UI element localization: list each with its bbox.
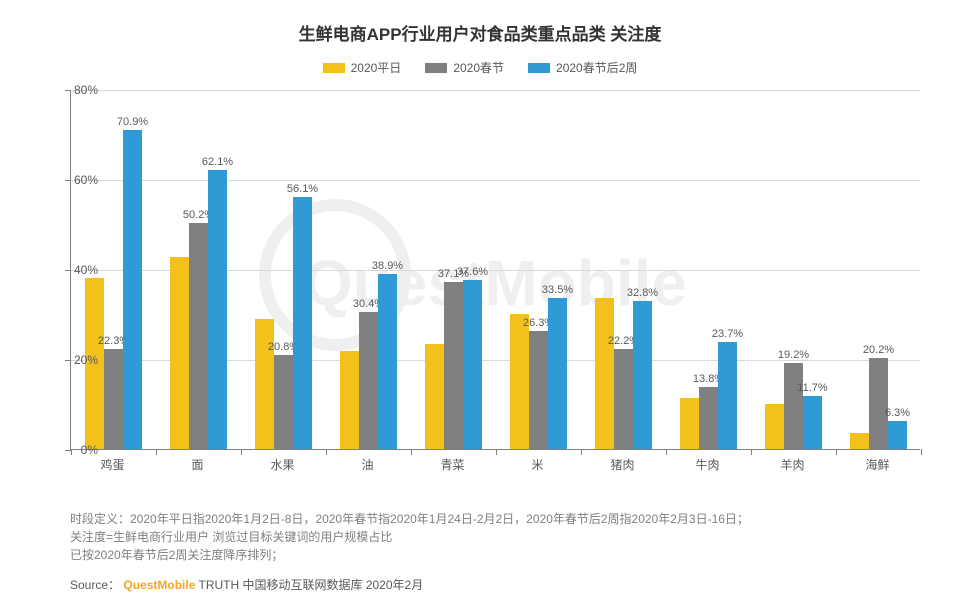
legend-swatch <box>528 63 550 73</box>
x-tick-mark <box>156 449 157 455</box>
source-prefix: Source： <box>70 578 120 592</box>
bar-value-label: 62.1% <box>202 156 233 170</box>
y-tick-label: 0% <box>48 443 98 457</box>
bar: 38.9% <box>378 274 397 449</box>
legend-item: 2020春节 <box>425 59 504 76</box>
bar-group: 50.2%62.1% <box>170 170 227 449</box>
legend-item: 2020春节后2周 <box>528 59 637 76</box>
x-axis-label: 青菜 <box>410 456 495 473</box>
legend-label: 2020平日 <box>351 59 402 76</box>
x-axis-label: 水果 <box>240 456 325 473</box>
bar: 20.8% <box>274 355 293 449</box>
bar-group: 22.2%32.8% <box>595 298 652 449</box>
bar <box>850 433 869 449</box>
bar-group: 30.4%38.9% <box>340 274 397 449</box>
y-tick-label: 60% <box>48 173 98 187</box>
bar <box>765 404 784 449</box>
bar: 37.1% <box>444 282 463 449</box>
legend: 2020平日 2020春节 2020春节后2周 <box>0 59 960 76</box>
bar-value-label: 20.2% <box>863 344 894 358</box>
bar: 22.3% <box>104 349 123 449</box>
bar-value-label: 32.8% <box>627 287 658 301</box>
chart-title: 生鲜电商APP行业用户对食品类重点品类 关注度 <box>0 0 960 45</box>
x-tick-mark <box>241 449 242 455</box>
bar: 23.7% <box>718 342 737 449</box>
bar-group: 37.1%37.6% <box>425 280 482 449</box>
bar-value-label: 56.1% <box>287 183 318 197</box>
x-tick-mark <box>921 449 922 455</box>
bar: 33.5% <box>548 298 567 449</box>
legend-label: 2020春节 <box>453 59 504 76</box>
bar-value-label: 23.7% <box>712 328 743 342</box>
bar-group: 20.2%6.3% <box>850 358 907 449</box>
y-tick-label: 80% <box>48 83 98 97</box>
x-axis-label: 鸡蛋 <box>70 456 155 473</box>
bar-value-label: 19.2% <box>778 349 809 363</box>
plot-area: QuestMobile 22.3%70.9%50.2%62.1%20.8%56.… <box>70 90 920 480</box>
bar <box>255 319 274 449</box>
grid-line <box>71 90 920 91</box>
x-tick-mark <box>496 449 497 455</box>
bar-group: 19.2%11.7% <box>765 363 822 449</box>
source-brand: QuestMobile <box>123 578 195 592</box>
bar: 6.3% <box>888 421 907 449</box>
bar: 70.9% <box>123 130 142 449</box>
x-axis-label: 面 <box>155 456 240 473</box>
bar-group: 13.8%23.7% <box>680 342 737 449</box>
bar: 50.2% <box>189 223 208 449</box>
x-tick-mark <box>751 449 752 455</box>
bar <box>425 344 444 449</box>
bar <box>170 257 189 449</box>
bar: 56.1% <box>293 197 312 449</box>
bar: 62.1% <box>208 170 227 449</box>
legend-swatch <box>425 63 447 73</box>
x-tick-mark <box>581 449 582 455</box>
footnote-line: 关注度=生鲜电商行业用户 浏览过目标关键词的用户规模占比 <box>70 528 920 546</box>
bar: 26.3% <box>529 331 548 449</box>
bar: 20.2% <box>869 358 888 449</box>
bar-group: 20.8%56.1% <box>255 197 312 449</box>
bar <box>510 314 529 449</box>
footnote-line: 已按2020年春节后2周关注度降序排列； <box>70 546 920 564</box>
bar-value-label: 70.9% <box>117 116 148 130</box>
x-axis-label: 牛肉 <box>665 456 750 473</box>
bar-value-label: 33.5% <box>542 284 573 298</box>
bar: 37.6% <box>463 280 482 449</box>
bar: 32.8% <box>633 301 652 449</box>
bar: 13.8% <box>699 387 718 449</box>
bar <box>680 398 699 449</box>
bar-value-label: 38.9% <box>372 260 403 274</box>
bar-group: 26.3%33.5% <box>510 298 567 449</box>
x-tick-mark <box>836 449 837 455</box>
y-tick-label: 20% <box>48 353 98 367</box>
bar: 19.2% <box>784 363 803 449</box>
bar: 22.2% <box>614 349 633 449</box>
x-axis-label: 猪肉 <box>580 456 665 473</box>
bar-value-label: 6.3% <box>885 407 910 421</box>
footnotes: 时段定义：2020年平日指2020年1月2日-8日，2020年春节指2020年1… <box>70 510 920 564</box>
legend-swatch <box>323 63 345 73</box>
bar-value-label: 11.7% <box>797 382 827 396</box>
x-tick-mark <box>666 449 667 455</box>
x-axis-label: 羊肉 <box>750 456 835 473</box>
bar <box>595 298 614 449</box>
x-axis-label: 米 <box>495 456 580 473</box>
x-axis-label: 海鲜 <box>835 456 920 473</box>
source-rest: TRUTH 中国移动互联网数据库 2020年2月 <box>195 578 423 592</box>
x-tick-mark <box>326 449 327 455</box>
bar: 11.7% <box>803 396 822 449</box>
source-line: Source： QuestMobile TRUTH 中国移动互联网数据库 202… <box>70 576 423 593</box>
x-axis-label: 油 <box>325 456 410 473</box>
x-tick-mark <box>411 449 412 455</box>
footnote-line: 时段定义：2020年平日指2020年1月2日-8日，2020年春节指2020年1… <box>70 510 920 528</box>
legend-item: 2020平日 <box>323 59 402 76</box>
y-tick-label: 40% <box>48 263 98 277</box>
bar <box>340 351 359 449</box>
legend-label: 2020春节后2周 <box>556 59 637 76</box>
bar: 30.4% <box>359 312 378 449</box>
bar-value-label: 37.6% <box>457 266 488 280</box>
